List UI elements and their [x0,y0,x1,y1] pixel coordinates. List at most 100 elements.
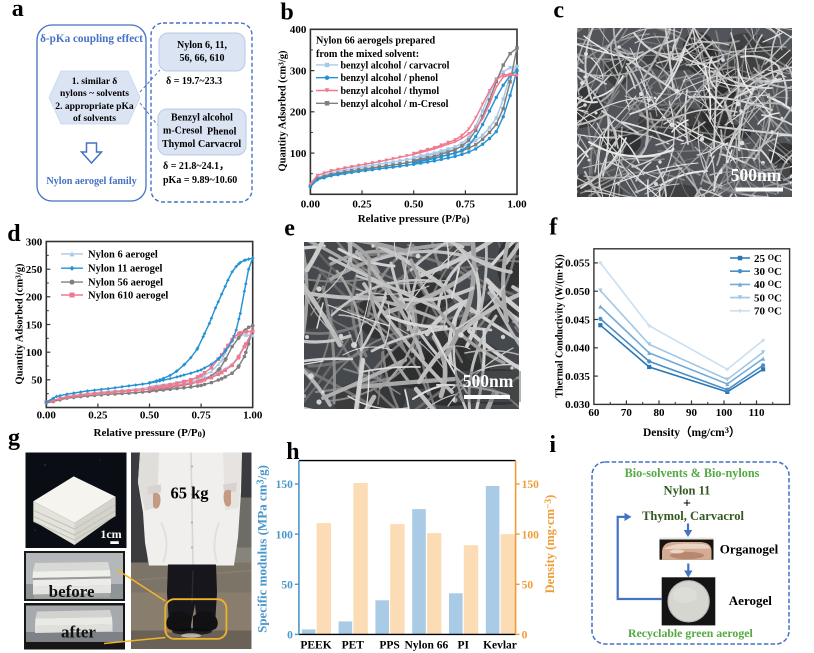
svg-text:0.50: 0.50 [404,199,424,211]
svg-text:0: 0 [287,630,293,642]
svg-text:100: 100 [716,407,733,419]
svg-text:1.00: 1.00 [507,199,527,211]
svg-text:Nylon 66 aerogels prepared: Nylon 66 aerogels prepared [316,36,435,47]
svg-text:100: 100 [276,529,294,541]
svg-text:Phenol: Phenol [207,127,237,138]
svg-text:nylons ~ solvents: nylons ~ solvents [60,88,129,99]
svg-text:of solvents: of solvents [73,113,116,124]
svg-text:300: 300 [290,65,307,77]
svg-text:PEEK: PEEK [300,640,331,652]
svg-text:40 OC: 40 OC [754,279,782,291]
svg-text:Nylon 66: Nylon 66 [405,640,449,652]
svg-text:d: d [7,221,21,247]
svg-text:50: 50 [522,579,534,591]
svg-text:Nylon aerogel family: Nylon aerogel family [46,176,136,187]
svg-text:200: 200 [26,292,43,304]
svg-text:Thermal Conductivity (W/(m·K)): Thermal Conductivity (W/(m·K)) [555,254,566,397]
svg-text:0.75: 0.75 [191,410,211,422]
svg-text:benzyl alcohol / phenol: benzyl alcohol / phenol [341,73,439,84]
svg-text:Kevlar: Kevlar [483,640,517,652]
svg-text:Aerogel: Aerogel [729,593,772,608]
svg-text:before: before [49,582,95,601]
svg-text:after: after [61,623,96,642]
svg-text:Specific modulus (MPa cm3/g): Specific modulus (MPa cm3/g) [255,465,270,633]
svg-text:1. similar δ: 1. similar δ [72,76,118,87]
svg-text:b: b [280,0,293,25]
svg-text:Bio-solvents & Bio-nylons: Bio-solvents & Bio-nylons [625,466,760,480]
svg-text:i: i [549,432,556,458]
svg-text:e: e [284,216,295,242]
svg-text:Quantity Adsorbed (cm3/g): Quantity Adsorbed (cm3/g) [276,50,288,172]
svg-text:0.00: 0.00 [37,410,57,422]
svg-text:0.055: 0.055 [565,258,590,270]
svg-text:Density (mg·cm−3): Density (mg·cm−3) [543,495,557,594]
svg-text:0.25: 0.25 [352,199,372,211]
svg-text:Thymol: Thymol [162,139,196,150]
svg-text:0.25: 0.25 [88,410,108,422]
svg-text:a: a [12,0,24,22]
svg-text:100: 100 [290,148,307,160]
svg-text:0.030: 0.030 [565,399,590,411]
svg-text:1cm: 1cm [100,527,121,541]
svg-text:200: 200 [290,107,307,119]
svg-text:Relative pressure (P/P0): Relative pressure (P/P0) [94,427,206,439]
svg-text:benzyl alcohol / m-Cresol: benzyl alcohol / m-Cresol [341,99,449,110]
svg-text:65 kg: 65 kg [170,484,209,503]
svg-text:30 OC: 30 OC [754,266,782,278]
svg-text:from the mixed solvent:: from the mixed solvent: [316,49,419,60]
svg-text:2. appropriate pKa: 2. appropriate pKa [55,101,134,112]
svg-text:Benzyl alcohol: Benzyl alcohol [171,113,233,124]
svg-text:Nylon 11: Nylon 11 [664,484,711,498]
svg-text:Density（mg/cm3）: Density（mg/cm3） [643,425,741,439]
svg-text:80: 80 [653,407,665,419]
svg-text:f: f [549,215,558,241]
svg-text:c: c [553,0,564,24]
svg-text:Thymol, Carvacrol: Thymol, Carvacrol [642,509,744,523]
svg-text:60: 60 [588,407,600,419]
svg-text:PI: PI [457,640,469,652]
svg-text:h: h [286,439,299,465]
svg-text:Nylon 6 aerogel: Nylon 6 aerogel [88,249,158,260]
svg-text:g: g [8,425,20,451]
svg-text:0.035: 0.035 [565,371,590,383]
svg-text:1.00: 1.00 [243,410,263,422]
svg-text:Nylon 610 aerogel: Nylon 610 aerogel [88,291,168,302]
svg-text:110: 110 [749,407,765,419]
svg-text:150: 150 [276,479,294,491]
svg-text:δ-pKa coupling effect: δ-pKa coupling effect [40,33,143,45]
svg-text:+: + [683,497,691,512]
svg-text:56, 66, 610: 56, 66, 610 [180,53,225,64]
svg-text:300: 300 [26,236,43,248]
svg-text:Recyclable green aerogel: Recyclable green aerogel [628,626,753,640]
svg-text:50 OC: 50 OC [754,292,782,304]
svg-text:PET: PET [342,640,365,652]
svg-text:Organogel: Organogel [720,542,779,557]
svg-text:m-Cresol: m-Cresol [163,126,202,137]
svg-text:100: 100 [522,529,540,541]
svg-text:150: 150 [26,319,43,331]
svg-text:0.040: 0.040 [565,343,590,355]
svg-text:0.045: 0.045 [565,314,590,326]
svg-text:Relative pressure (P/P0): Relative pressure (P/P0) [358,213,470,225]
svg-text:pKa = 9.89~10.60: pKa = 9.89~10.60 [163,175,237,186]
svg-text:benzyl alcohol / thymol: benzyl alcohol / thymol [341,86,440,97]
svg-text:400: 400 [290,24,307,36]
svg-text:50: 50 [281,579,293,591]
svg-text:100: 100 [26,347,43,359]
svg-text:δ = 19.7~23.3: δ = 19.7~23.3 [166,76,222,87]
svg-text:0.75: 0.75 [456,199,476,211]
svg-text:δ = 21.8~24.1，: δ = 21.8~24.1， [163,161,229,172]
svg-text:0.00: 0.00 [301,199,321,211]
svg-text:Nylon 11 aerogel: Nylon 11 aerogel [88,264,163,275]
svg-text:150: 150 [522,479,540,491]
svg-text:benzyl alcohol / carvacrol: benzyl alcohol / carvacrol [341,60,450,71]
svg-text:500nm: 500nm [731,165,782,185]
svg-text:Quantity Adsorbed (cm3/g): Quantity Adsorbed (cm3/g) [13,263,25,385]
svg-text:90: 90 [686,407,698,419]
svg-text:Nylon 56 aerogel: Nylon 56 aerogel [88,278,163,289]
svg-text:70 OC: 70 OC [754,305,782,317]
svg-text:250: 250 [26,264,43,276]
svg-text:25 OC: 25 OC [754,252,782,264]
svg-text:50: 50 [31,375,43,387]
svg-text:Nylon 6, 11,: Nylon 6, 11, [177,40,228,51]
